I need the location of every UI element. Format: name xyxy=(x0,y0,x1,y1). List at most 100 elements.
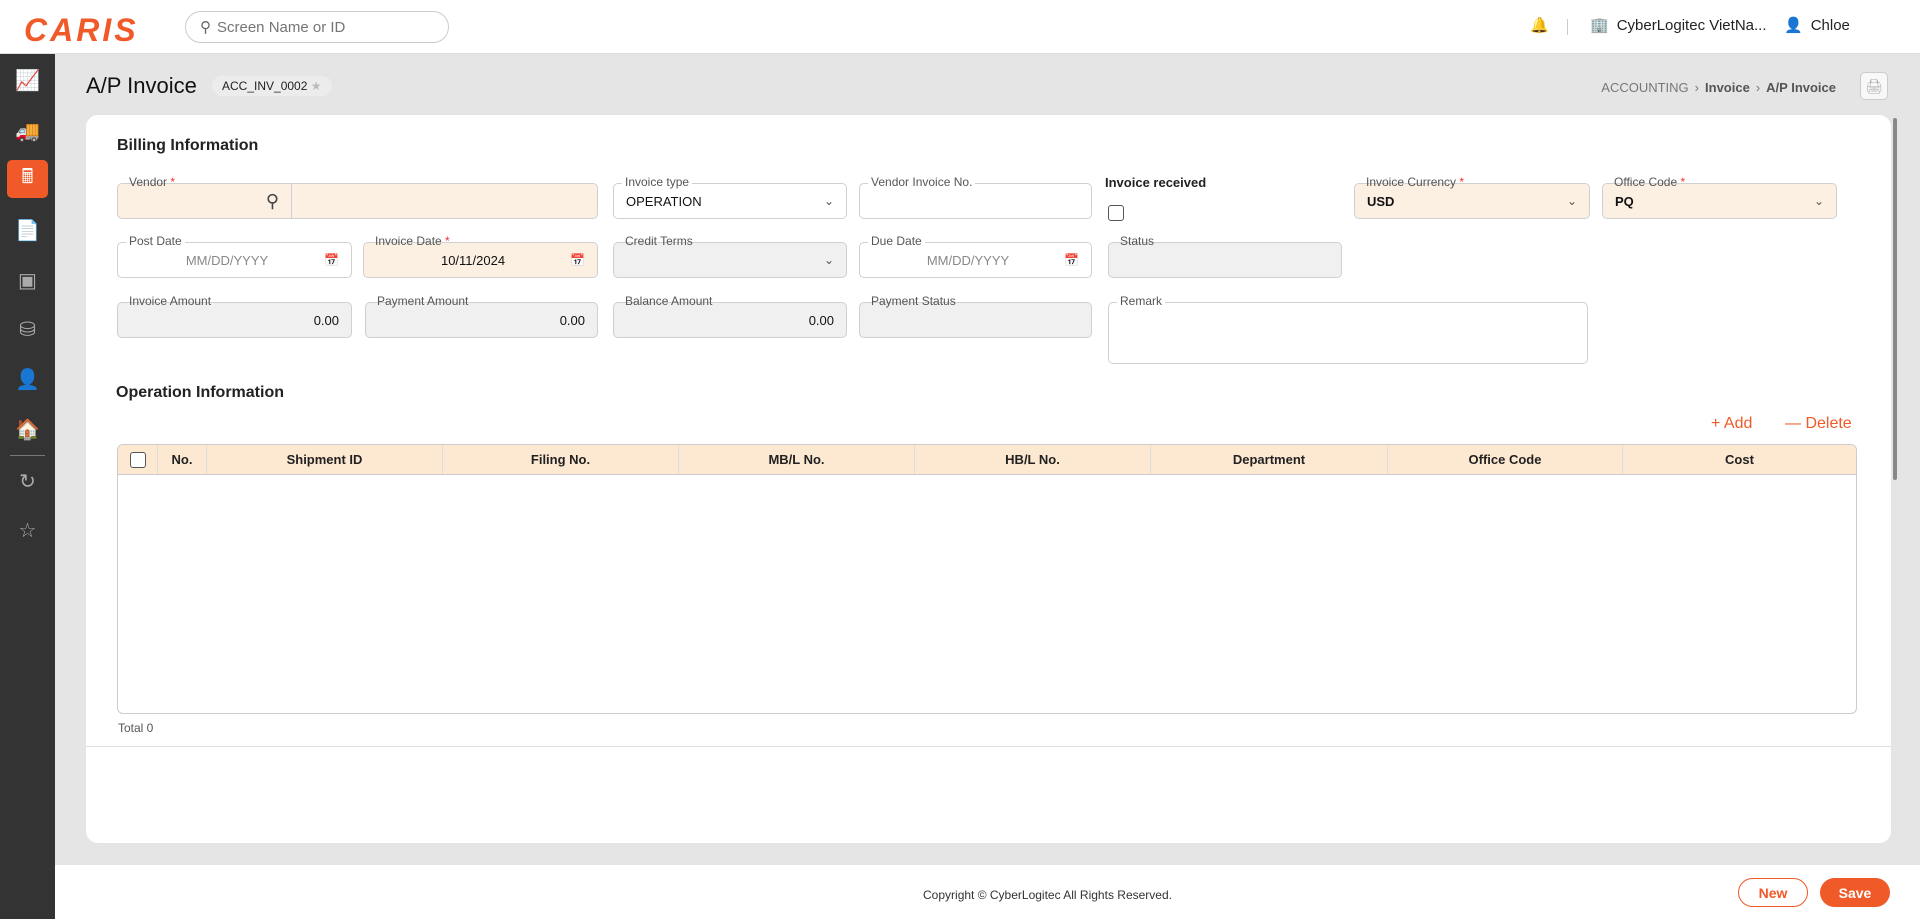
payment-amount-label: Payment Amount xyxy=(374,294,472,308)
bell-icon[interactable]: 🔔 xyxy=(1530,17,1549,34)
column-header[interactable]: Office Code xyxy=(1388,445,1623,474)
column-header[interactable]: Filing No. xyxy=(443,445,679,474)
payment-status-field: Payment Status xyxy=(859,294,1092,338)
printer-icon: 🖨 xyxy=(1865,77,1883,94)
invoice-date-label: Invoice Date xyxy=(375,234,442,248)
invoice-amount-value: 0.00 xyxy=(313,312,339,328)
remark-textarea[interactable]: Remark xyxy=(1108,294,1588,364)
column-header[interactable]: Shipment ID xyxy=(207,445,443,474)
select-all-checkbox[interactable] xyxy=(129,451,146,468)
page-title: A/P Invoice xyxy=(86,73,197,98)
column-header[interactable]: HB/L No. xyxy=(915,445,1151,474)
breadcrumb-item[interactable]: Invoice xyxy=(1705,80,1750,95)
print-button[interactable]: 🖨 xyxy=(1860,72,1888,100)
column-header[interactable]: No. xyxy=(158,445,207,474)
user-name: Chloe xyxy=(1810,16,1850,34)
chevron-down-icon: ⌄ xyxy=(1566,194,1577,208)
invoice-currency-select[interactable]: Invoice Currency * USD ⌄ xyxy=(1354,175,1590,219)
payment-amount-field: Payment Amount 0.00 xyxy=(365,294,598,338)
user-badge-icon: 👤 xyxy=(1784,17,1803,34)
search-icon[interactable]: ⚲ xyxy=(118,184,292,218)
status-field: Status xyxy=(1108,234,1342,278)
chevron-right-icon: › xyxy=(1755,80,1761,95)
invoice-date-input[interactable]: Invoice Date * 10/11/2024 📅 xyxy=(363,234,598,278)
invoice-type-select[interactable]: Invoice type OPERATION ⌄ xyxy=(613,175,847,219)
screen-search[interactable]: ⚲ xyxy=(185,11,449,43)
history-icon[interactable]: ↻ xyxy=(19,470,36,493)
breadcrumb-item[interactable]: ACCOUNTING xyxy=(1601,80,1689,95)
sidebar-divider xyxy=(10,455,45,456)
due-date-placeholder: MM/DD/YYYY xyxy=(926,252,1010,268)
credit-terms-label: Credit Terms xyxy=(622,234,696,248)
star-icon[interactable]: ☆ xyxy=(18,519,37,542)
invoice-type-value: OPERATION xyxy=(626,193,702,209)
sidebar: 📈 🚚 🖩 📄 ▣ ⛁ 👤 🏠 ↻ ☆ xyxy=(0,54,55,919)
caris-logo[interactable]: CARIS xyxy=(24,12,139,48)
invoice-received-checkbox[interactable] xyxy=(1108,205,1124,221)
invoice-currency-label: Invoice Currency xyxy=(1366,175,1457,189)
copyright-text: Copyright © CyberLogitec All Rights Rese… xyxy=(923,888,1172,902)
user-menu[interactable]: 👤 Chloe xyxy=(1784,16,1850,35)
calendar-icon[interactable]: 📅 xyxy=(570,253,585,267)
vendor-field[interactable]: Vendor * ⚲ xyxy=(117,175,598,219)
new-button[interactable]: New xyxy=(1738,878,1808,907)
calendar-icon[interactable]: 📅 xyxy=(1064,253,1079,267)
user-gear-icon[interactable]: 👤 xyxy=(15,368,40,391)
calculator-dollar-icon[interactable]: 🖩 xyxy=(7,160,48,198)
due-date-input[interactable]: Due Date MM/DD/YYYY 📅 xyxy=(859,234,1092,278)
building-icon: 🏢 xyxy=(1590,17,1609,34)
truck-icon[interactable]: 🚚 xyxy=(15,120,40,143)
office-code-label: Office Code xyxy=(1614,175,1678,189)
vendor-invoice-no-label: Vendor Invoice No. xyxy=(868,175,976,189)
top-header: CARIS ⚲ 🔔 🏢 CyberLogitec VietNa... 👤 Chl… xyxy=(0,0,1920,54)
post-date-input[interactable]: Post Date MM/DD/YYYY 📅 xyxy=(117,234,352,278)
invoice-date-value: 10/11/2024 xyxy=(440,252,506,268)
column-header[interactable]: MB/L No. xyxy=(679,445,915,474)
post-date-placeholder: MM/DD/YYYY xyxy=(185,252,269,268)
office-code-value: PQ xyxy=(1615,193,1634,209)
delete-label: Delete xyxy=(1805,415,1852,432)
calendar-icon[interactable]: 📅 xyxy=(324,253,339,267)
chart-dollar-icon[interactable]: 📈 xyxy=(15,69,40,92)
table-header: No. Shipment ID Filing No. MB/L No. HB/L… xyxy=(118,445,1856,475)
column-header[interactable]: Cost xyxy=(1725,452,1754,467)
screen-search-input[interactable] xyxy=(217,18,427,36)
post-date-label: Post Date xyxy=(126,234,185,248)
search-icon: ⚲ xyxy=(200,19,211,36)
save-button[interactable]: Save xyxy=(1820,878,1890,907)
scrollbar[interactable] xyxy=(1893,118,1897,480)
balance-amount-field: Balance Amount 0.00 xyxy=(613,294,847,338)
screen-code: ACC_INV_0002 xyxy=(222,79,308,93)
breadcrumb: ACCOUNTING › Invoice › A/P Invoice xyxy=(1601,80,1836,95)
vendor-label: Vendor xyxy=(129,175,168,189)
favorite-star-icon[interactable]: ★ xyxy=(310,79,322,93)
chevron-down-icon: ⌄ xyxy=(823,253,834,267)
invoice-amount-field: Invoice Amount 0.00 xyxy=(117,294,352,338)
total-count: Total 0 xyxy=(118,721,154,735)
credit-terms-select: Credit Terms ⌄ xyxy=(613,234,847,278)
vendor-invoice-no-input[interactable]: Vendor Invoice No. xyxy=(859,175,1092,219)
remark-label: Remark xyxy=(1117,294,1166,308)
warehouse-icon[interactable]: 🏠 xyxy=(15,418,40,441)
column-header[interactable]: Department xyxy=(1151,445,1388,474)
chevron-right-icon: › xyxy=(1694,80,1700,95)
company-name: CyberLogitec VietNa... xyxy=(1616,16,1767,34)
boxes-icon[interactable]: ▣ xyxy=(18,269,37,292)
status-label: Status xyxy=(1117,234,1158,248)
invoice-amount-label: Invoice Amount xyxy=(126,294,215,308)
select-all-cell xyxy=(118,445,158,474)
database-gear-icon[interactable]: ⛁ xyxy=(19,318,36,341)
divider xyxy=(1567,19,1568,35)
plus-icon: + xyxy=(1711,415,1721,432)
operation-section-title: Operation Information xyxy=(116,384,284,401)
office-code-select[interactable]: Office Code * PQ ⌄ xyxy=(1602,175,1837,219)
add-button[interactable]: + Add xyxy=(1711,415,1752,433)
chevron-down-icon: ⌄ xyxy=(1813,194,1824,208)
operation-table: No. Shipment ID Filing No. MB/L No. HB/L… xyxy=(117,444,1857,714)
report-dollar-icon[interactable]: 📄 xyxy=(15,219,40,242)
company-selector[interactable]: 🏢 CyberLogitec VietNa... xyxy=(1590,16,1767,35)
breadcrumb-item: A/P Invoice xyxy=(1766,80,1836,95)
delete-button[interactable]: — Delete xyxy=(1785,415,1852,433)
invoice-received-label: Invoice received xyxy=(1105,175,1207,190)
minus-icon: — xyxy=(1785,415,1801,432)
